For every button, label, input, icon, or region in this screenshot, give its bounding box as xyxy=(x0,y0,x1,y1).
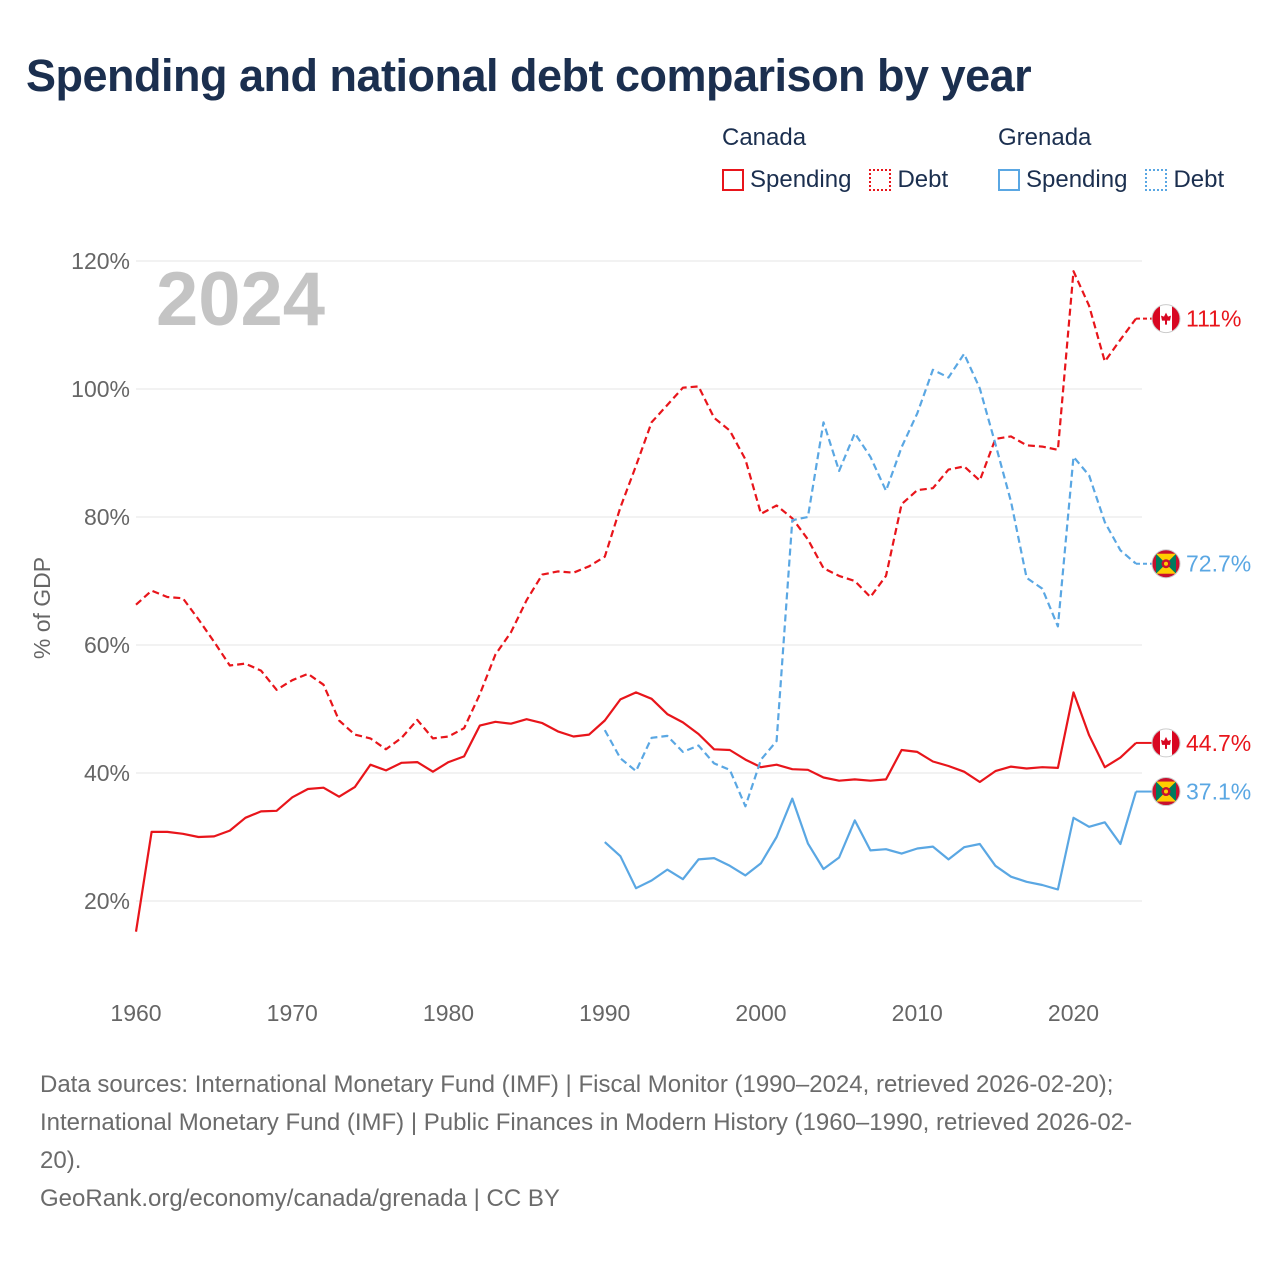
flag-outline xyxy=(1151,777,1181,807)
source-line: Data sources: International Monetary Fun… xyxy=(40,1071,1114,1098)
y-tick-label: 80% xyxy=(84,504,130,530)
y-tick-label: 20% xyxy=(84,888,130,914)
legend-item-canada-spending[interactable]: Spending xyxy=(722,166,851,194)
end-markers: 111% 44.7% 72.7% 37.1% xyxy=(1151,304,1251,807)
legend-swatch-dotted xyxy=(869,169,892,191)
flag-body xyxy=(1152,549,1180,578)
legend-label: Debt xyxy=(1173,166,1225,193)
flag-triangle-left xyxy=(1156,781,1166,802)
legend-country-canada: Canada xyxy=(722,124,807,151)
legend-item-grenada-spending[interactable]: Spending xyxy=(998,166,1127,194)
flag-body xyxy=(1152,304,1180,333)
flag-body xyxy=(1152,777,1180,806)
grenada-flag-icon xyxy=(1151,549,1181,579)
flag-body xyxy=(1152,728,1180,757)
flag-band-left xyxy=(1152,728,1160,757)
legend-swatch-solid xyxy=(722,169,744,191)
y-tick-label: 120% xyxy=(71,248,130,274)
legend-item-canada-debt[interactable]: Debt xyxy=(869,166,948,194)
gridlines: 2024 xyxy=(136,257,1142,902)
maple-leaf-icon xyxy=(1161,312,1171,325)
maple-leaf-icon xyxy=(1161,736,1171,749)
y-axis-label: % of GDP xyxy=(29,557,55,659)
axes: 20% 40% 60% 80% 100% 120% 1960 1970 1980 1990 2000… xyxy=(29,248,1099,1026)
grenada-flag-icon xyxy=(1151,777,1181,807)
x-tick-label: 1990 xyxy=(579,1000,630,1026)
credit-line[interactable]: GeoRank.org/economy/canada/grenada | CC … xyxy=(40,1185,560,1212)
flag-outline xyxy=(1151,304,1181,334)
x-tick-label: 1970 xyxy=(267,1000,318,1026)
footer: Data sources: International Monetary Fun… xyxy=(40,1066,1240,1218)
y-tick-label: 100% xyxy=(71,376,130,402)
legend-label: Debt xyxy=(897,166,949,193)
flag-band-right xyxy=(1172,304,1180,333)
flag-band-right xyxy=(1172,728,1180,757)
y-tick-label: 40% xyxy=(84,760,130,786)
end-value-label: 37.1% xyxy=(1186,779,1251,805)
legend-group-canada: Canada Spending Debt xyxy=(722,124,966,194)
flag-triangle-right xyxy=(1166,781,1176,802)
flag-triangle-left xyxy=(1156,553,1166,574)
flag-outline xyxy=(1151,549,1181,579)
end-value-label: 72.7% xyxy=(1186,551,1251,577)
star-icon xyxy=(1164,789,1168,794)
flag-outline xyxy=(1151,728,1181,758)
x-tick-label: 1980 xyxy=(423,1000,474,1026)
source-line: 20). xyxy=(40,1147,82,1174)
canada-flag-icon xyxy=(1151,728,1181,758)
x-tick-label: 2000 xyxy=(735,1000,786,1026)
flag-band-left xyxy=(1152,304,1160,333)
legend-label: Spending xyxy=(750,166,852,193)
end-value-label: 111% xyxy=(1186,306,1241,332)
source-line: International Monetary Fund (IMF) | Publ… xyxy=(40,1109,1133,1136)
x-tick-label: 1960 xyxy=(110,1000,161,1026)
series-line-grenada-spending[interactable] xyxy=(604,791,1138,891)
end-value-label: 44.7% xyxy=(1186,730,1251,756)
star-icon xyxy=(1164,561,1168,566)
series-line-canada-spending[interactable] xyxy=(134,691,1137,932)
chart-title: Spending and national debt comparison by… xyxy=(26,50,1032,101)
year-watermark: 2024 xyxy=(156,257,325,342)
series-layer xyxy=(134,270,1152,932)
x-tick-label: 2010 xyxy=(892,1000,943,1026)
flag-triangle-right xyxy=(1166,553,1176,574)
legend-item-grenada-debt[interactable]: Debt xyxy=(1145,166,1224,194)
legend-country-grenada: Grenada xyxy=(998,124,1092,151)
series-line-canada-debt[interactable] xyxy=(135,270,1137,751)
legend-swatch-dotted xyxy=(1145,169,1168,191)
legend-label: Spending xyxy=(1026,166,1128,193)
y-tick-label: 60% xyxy=(84,632,130,658)
x-tick-label: 2020 xyxy=(1048,1000,1099,1026)
legend-group-grenada: Grenada Spending Debt xyxy=(998,124,1242,194)
canada-flag-icon xyxy=(1151,304,1181,334)
legend-swatch-solid xyxy=(998,169,1020,191)
series-line-grenada-debt[interactable] xyxy=(603,352,1137,808)
